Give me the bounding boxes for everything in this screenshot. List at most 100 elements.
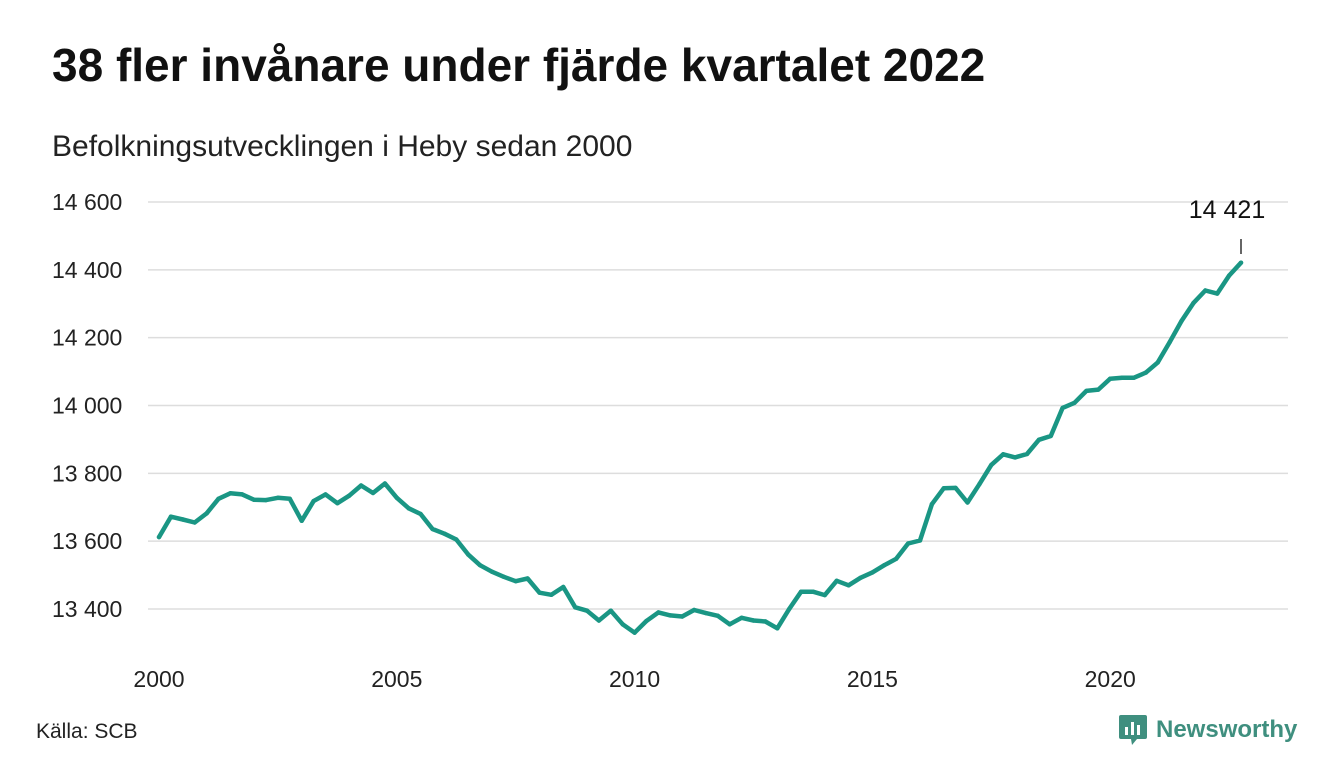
data-point <box>251 497 257 502</box>
data-point <box>870 570 875 575</box>
data-point <box>561 584 566 590</box>
data-point <box>953 485 958 491</box>
data-point <box>596 618 602 623</box>
data-point <box>1238 260 1244 265</box>
data-point <box>905 541 911 546</box>
data-point <box>680 614 685 619</box>
data-point <box>715 613 720 618</box>
x-tick-label: 2010 <box>609 666 660 692</box>
y-tick-label: 14 400 <box>52 257 122 283</box>
data-point <box>787 606 792 612</box>
data-point <box>834 578 839 583</box>
data-point <box>465 552 471 557</box>
data-point <box>370 490 376 496</box>
data-point <box>977 482 982 487</box>
chart-subtitle: Befolkningsutvecklingen i Heby sedan 200… <box>52 130 633 163</box>
data-point <box>394 495 399 500</box>
data-point <box>727 622 732 627</box>
series-layer <box>156 260 1244 635</box>
data-point <box>608 608 613 613</box>
data-point <box>1131 375 1137 380</box>
y-tick-label: 13 800 <box>52 460 122 486</box>
line-chart: 13 400 13 600 13 800 14 000 14 200 14 400 14 6… <box>52 189 1288 692</box>
data-point <box>1203 288 1208 293</box>
data-point <box>1024 451 1030 457</box>
x-tick-label: 2005 <box>371 666 422 692</box>
data-point <box>323 492 328 497</box>
x-tick-label: 2020 <box>1085 666 1136 692</box>
data-point <box>644 618 649 624</box>
data-point <box>1084 388 1089 394</box>
data-point <box>573 605 578 610</box>
data-point <box>917 538 923 543</box>
data-point <box>299 518 304 523</box>
data-point <box>894 556 899 561</box>
data-point <box>929 502 935 507</box>
data-point <box>549 592 554 597</box>
x-tick-label: 2015 <box>847 666 898 692</box>
chart-title: 38 fler invånare under fjärde kvartalet … <box>52 39 986 91</box>
data-point <box>703 610 709 616</box>
data-point <box>311 498 316 504</box>
data-point <box>882 563 887 568</box>
series-line <box>156 260 1244 635</box>
data-point <box>180 517 185 522</box>
data-point <box>525 576 530 581</box>
source-note: Källa: SCB <box>36 720 138 743</box>
data-point <box>1072 400 1077 405</box>
data-point <box>810 589 816 594</box>
data-point <box>347 493 352 498</box>
data-point <box>668 613 673 618</box>
data-point <box>501 574 506 579</box>
data-point <box>656 610 661 615</box>
end-annotation: 14 421 <box>1189 196 1265 254</box>
data-point <box>156 534 162 540</box>
data-point <box>691 607 697 613</box>
data-point <box>358 483 364 488</box>
data-point <box>739 615 744 620</box>
data-point <box>1215 291 1220 296</box>
data-point <box>775 626 780 631</box>
data-point <box>822 592 827 598</box>
data-point <box>1012 455 1018 460</box>
data-point <box>204 511 209 516</box>
newsworthy-logo-icon <box>1119 715 1147 745</box>
data-point <box>442 531 447 536</box>
data-point <box>287 496 292 501</box>
data-point <box>406 506 411 511</box>
end-value-label: 14 421 <box>1189 196 1265 224</box>
data-point <box>1001 452 1006 457</box>
data-point <box>489 569 495 574</box>
data-point <box>335 501 340 506</box>
data-point <box>1108 376 1113 381</box>
data-point <box>798 589 804 594</box>
data-point <box>275 495 281 500</box>
data-point <box>846 583 851 588</box>
data-point <box>989 462 994 468</box>
data-point <box>1060 405 1065 411</box>
data-point <box>1048 433 1054 439</box>
data-point <box>632 630 637 635</box>
data-point <box>620 622 625 627</box>
data-point <box>382 481 388 486</box>
data-point <box>1191 300 1196 306</box>
data-point <box>1036 437 1042 442</box>
y-tick-label: 14 200 <box>52 325 122 351</box>
data-point <box>537 590 542 595</box>
data-point <box>1143 370 1149 375</box>
data-point <box>751 618 756 623</box>
data-point <box>584 608 590 613</box>
data-point <box>1155 360 1161 365</box>
data-point <box>418 511 423 517</box>
data-point <box>1226 273 1232 278</box>
y-tick-label: 13 400 <box>52 596 122 622</box>
data-point <box>263 497 269 503</box>
data-point <box>1167 339 1172 345</box>
data-point <box>216 496 221 501</box>
data-point <box>477 563 483 568</box>
x-tick-label: 2000 <box>133 666 184 692</box>
y-tick-label: 14 600 <box>52 189 122 215</box>
data-point <box>941 486 946 491</box>
brand-name: Newsworthy <box>1156 716 1298 743</box>
data-point <box>454 537 459 542</box>
